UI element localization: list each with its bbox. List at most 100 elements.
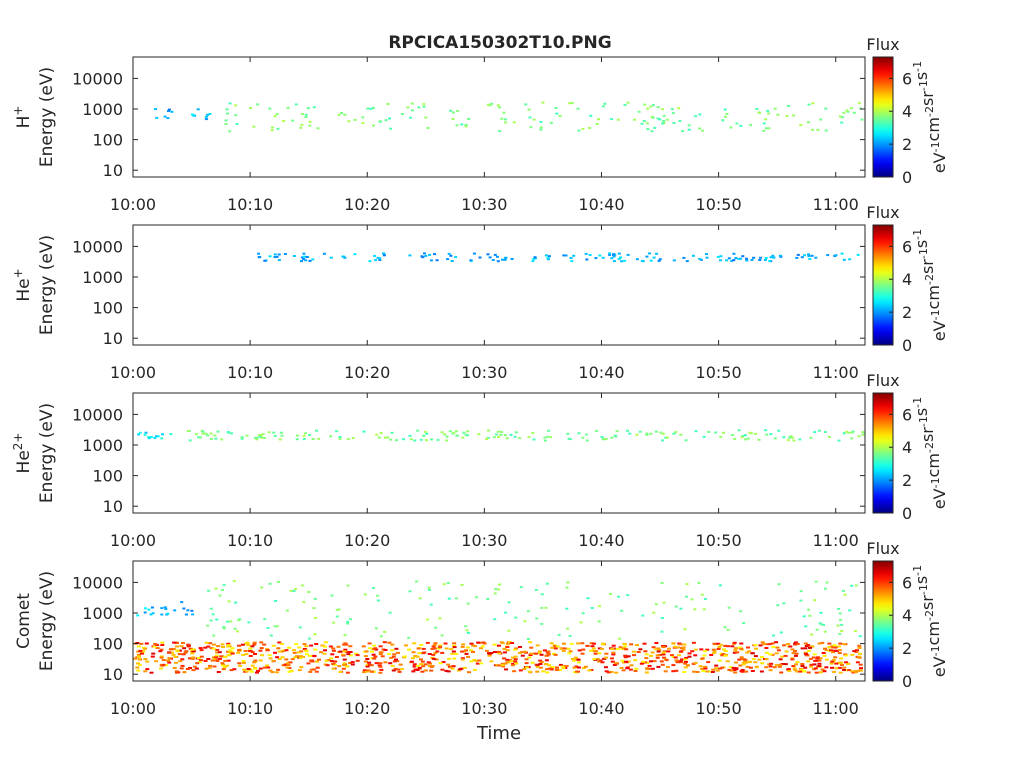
flux-cell <box>665 118 669 121</box>
flux-cell <box>768 665 773 668</box>
flux-cell <box>163 115 167 118</box>
flux-cell <box>661 646 666 648</box>
flux-cell <box>378 653 383 656</box>
flux-cell <box>494 588 498 591</box>
flux-cell <box>532 257 536 260</box>
flux-cell <box>612 254 615 256</box>
flux-cell <box>464 625 468 628</box>
flux-cell <box>804 653 809 656</box>
flux-cell <box>565 586 569 589</box>
flux-cell <box>840 630 844 632</box>
flux-cell <box>845 109 849 112</box>
flux-cell <box>855 649 859 652</box>
flux-cell <box>390 649 395 652</box>
flux-cell <box>217 657 222 660</box>
flux-cell <box>208 113 212 115</box>
flux-cell <box>745 257 748 260</box>
flux-cell <box>497 664 502 667</box>
flux-cell <box>443 433 447 436</box>
flux-cell <box>610 257 614 260</box>
flux-cell <box>438 662 443 665</box>
flux-cell <box>161 663 166 666</box>
flux-cell <box>343 256 347 259</box>
flux-cell <box>331 662 336 665</box>
flux-cell <box>302 438 306 441</box>
flux-cell <box>672 122 676 124</box>
flux-cell <box>513 648 518 651</box>
y-tick-label: 10000 <box>72 237 123 256</box>
flux-cell <box>191 669 196 672</box>
flux-cell <box>837 607 841 610</box>
flux-cell <box>393 667 398 670</box>
flux-cell <box>346 584 350 587</box>
flux-cell <box>305 256 309 258</box>
flux-cell <box>443 642 448 645</box>
flux-cell <box>147 436 151 439</box>
flux-cell <box>342 658 347 661</box>
x-tick-label: 11:00 <box>813 195 859 214</box>
flux-cell <box>350 661 355 664</box>
flux-cell <box>812 663 817 666</box>
flux-cell <box>214 587 218 590</box>
flux-cell <box>661 108 664 111</box>
flux-cell <box>808 657 813 660</box>
flux-cell <box>535 670 540 673</box>
flux-cell <box>334 656 339 658</box>
flux-cell <box>333 660 338 663</box>
flux-cell <box>323 649 327 652</box>
flux-cell <box>658 653 663 656</box>
flux-cell <box>378 662 383 665</box>
flux-cell <box>568 650 573 653</box>
flux-cell <box>366 669 371 672</box>
flux-cell <box>170 651 174 654</box>
colorbar-tick-label: 2 <box>902 639 912 658</box>
flux-cell <box>159 648 164 651</box>
flux-cell <box>196 657 201 659</box>
flux-cell <box>678 660 683 663</box>
flux-cell <box>702 608 706 611</box>
flux-cell <box>733 671 738 674</box>
flux-cell <box>733 437 737 440</box>
flux-cell <box>440 431 444 434</box>
flux-cell <box>150 606 154 609</box>
flux-cell <box>853 670 858 673</box>
flux-cell <box>440 634 444 637</box>
flux-cell <box>793 650 797 652</box>
flux-cell <box>314 670 319 673</box>
flux-cell <box>710 671 715 673</box>
flux-cell <box>774 641 779 644</box>
flux-cell <box>433 253 437 256</box>
flux-cell <box>160 613 164 616</box>
spectrogram-data <box>257 252 860 263</box>
flux-cell <box>143 607 147 610</box>
flux-cell <box>490 102 494 105</box>
flux-cell <box>704 597 707 600</box>
y-tick-label: 10000 <box>72 573 123 592</box>
flux-cell <box>844 661 848 664</box>
flux-cell <box>430 647 435 650</box>
flux-cell <box>336 645 341 648</box>
flux-cell <box>198 659 203 662</box>
flux-cell <box>601 256 605 259</box>
y-tick-label: 1000 <box>82 436 123 455</box>
flux-cell <box>348 645 353 648</box>
flux-cell <box>213 434 217 437</box>
flux-cell <box>363 593 367 596</box>
flux-cell <box>550 666 555 668</box>
flux-cell <box>842 258 846 261</box>
flux-cell <box>656 117 660 120</box>
flux-cell <box>694 430 698 433</box>
flux-cell <box>449 648 454 651</box>
flux-cell <box>149 613 153 616</box>
flux-cell <box>513 435 517 438</box>
flux-cell <box>770 642 775 645</box>
flux-cell <box>513 658 518 661</box>
y-tick-label: 1000 <box>82 268 123 287</box>
flux-cell <box>566 581 570 584</box>
flux-cell <box>329 435 333 438</box>
flux-cell <box>322 652 327 655</box>
flux-cell <box>227 600 231 603</box>
flux-cell <box>338 437 342 440</box>
flux-cell <box>832 644 837 647</box>
